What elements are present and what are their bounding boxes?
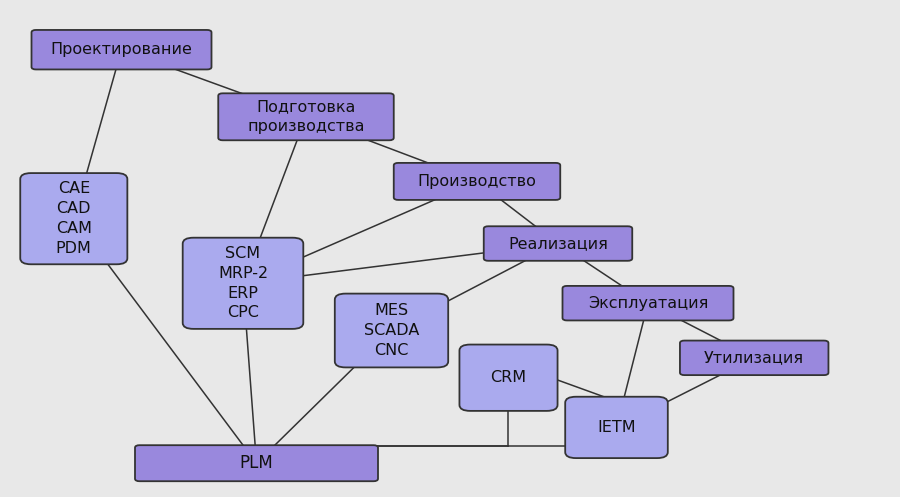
Text: MES
SCADA
CNC: MES SCADA CNC <box>364 303 419 358</box>
FancyBboxPatch shape <box>394 163 560 200</box>
FancyBboxPatch shape <box>335 294 448 367</box>
FancyBboxPatch shape <box>219 93 394 140</box>
Text: Производство: Производство <box>418 174 536 189</box>
Text: Утилизация: Утилизация <box>704 350 805 365</box>
Text: SCM
MRP-2
ERP
CPC: SCM MRP-2 ERP CPC <box>218 246 268 321</box>
Text: PLM: PLM <box>239 454 274 472</box>
Text: Подготовка
производства: Подготовка производства <box>248 99 364 134</box>
Text: CAE
CAD
CAM
PDM: CAE CAD CAM PDM <box>56 181 92 256</box>
Text: Проектирование: Проектирование <box>50 42 193 57</box>
FancyBboxPatch shape <box>21 173 128 264</box>
Text: CRM: CRM <box>491 370 526 385</box>
FancyBboxPatch shape <box>32 30 211 70</box>
FancyBboxPatch shape <box>565 397 668 458</box>
FancyBboxPatch shape <box>135 445 378 481</box>
Text: IETM: IETM <box>598 420 635 435</box>
Text: Реализация: Реализация <box>508 236 608 251</box>
Text: Эксплуатация: Эксплуатация <box>588 296 708 311</box>
FancyBboxPatch shape <box>459 344 557 411</box>
FancyBboxPatch shape <box>183 238 303 329</box>
FancyBboxPatch shape <box>484 226 632 261</box>
FancyBboxPatch shape <box>562 286 734 321</box>
FancyBboxPatch shape <box>680 340 828 375</box>
